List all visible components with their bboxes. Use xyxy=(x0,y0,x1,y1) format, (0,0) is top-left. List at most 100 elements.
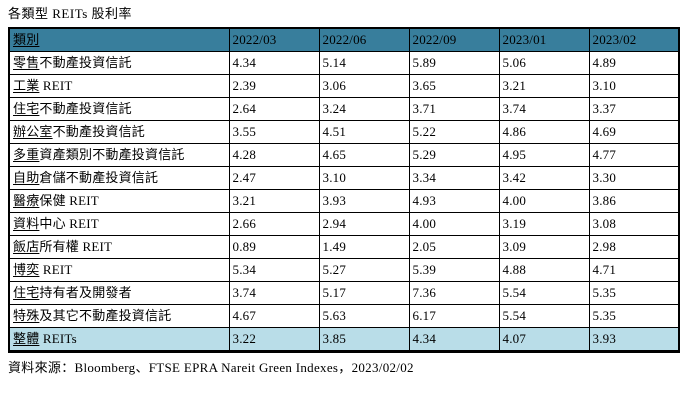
row-label-tail: 保健 REIT xyxy=(39,193,99,208)
row-value: 4.88 xyxy=(498,258,590,282)
row-value: 3.10 xyxy=(588,74,680,98)
total-row: 整體 REITs 3.22 3.85 4.34 4.07 3.93 xyxy=(8,327,680,352)
row-label: 飯店所有權 REIT xyxy=(8,235,230,259)
row-label: 整體 REITs xyxy=(8,327,230,352)
row-value: 4.34 xyxy=(408,327,500,352)
row-label-tail: 不動產投資信託 xyxy=(39,101,132,116)
row-label: 住宅持有者及開發者 xyxy=(8,281,230,305)
row-value: 2.39 xyxy=(228,74,320,98)
table-row: 工業 REIT 2.39 3.06 3.65 3.21 3.10 xyxy=(8,74,680,98)
header-cell-period: 2022/09 xyxy=(408,27,500,52)
header-cell-period: 2022/03 xyxy=(228,27,320,52)
row-label-head: 醫療 xyxy=(13,193,40,208)
row-value: 3.85 xyxy=(318,327,410,352)
row-value: 1.49 xyxy=(318,235,410,259)
row-value: 3.93 xyxy=(318,189,410,213)
row-value: 5.27 xyxy=(318,258,410,282)
row-value: 5.22 xyxy=(408,120,500,144)
row-value: 4.34 xyxy=(228,51,320,75)
header-cell-category: 類別 xyxy=(8,27,230,52)
row-label-head: 資料 xyxy=(13,216,40,231)
row-label-tail: 倉儲不動產投資信託 xyxy=(39,170,159,185)
table-row: 自助倉儲不動產投資信託 2.47 3.10 3.34 3.42 3.30 xyxy=(8,166,680,190)
row-value: 3.71 xyxy=(408,97,500,121)
row-value: 2.66 xyxy=(228,212,320,236)
row-label: 博奕 REIT xyxy=(8,258,230,282)
row-value: 5.54 xyxy=(498,304,590,328)
row-value: 3.74 xyxy=(498,97,590,121)
row-label-tail: 不動產投資信託 xyxy=(52,124,146,139)
row-value: 4.28 xyxy=(228,143,320,167)
row-value: 4.00 xyxy=(498,189,590,213)
row-value: 3.34 xyxy=(408,166,500,190)
row-value: 4.77 xyxy=(588,143,680,167)
row-value: 3.08 xyxy=(588,212,680,236)
row-label-tail: 中心 REIT xyxy=(39,216,99,231)
row-label-head: 特殊 xyxy=(13,308,40,323)
row-label-tail: 持有者及開發者 xyxy=(39,285,132,300)
row-value: 4.07 xyxy=(498,327,590,352)
row-label-tail: 不動產投資信託 xyxy=(39,55,132,70)
table-row: 飯店所有權 REIT 0.89 1.49 2.05 3.09 2.98 xyxy=(8,235,680,259)
row-value: 3.21 xyxy=(498,74,590,98)
row-value: 4.65 xyxy=(318,143,410,167)
row-value: 3.74 xyxy=(228,281,320,305)
row-value: 5.54 xyxy=(498,281,590,305)
row-value: 4.51 xyxy=(318,120,410,144)
row-value: 3.06 xyxy=(318,74,410,98)
row-label-tail: 資產類別不動產投資信託 xyxy=(39,147,185,162)
header-category-label: 類別 xyxy=(13,32,40,47)
row-value: 4.93 xyxy=(408,189,500,213)
row-label: 資料中心 REIT xyxy=(8,212,230,236)
header-cell-period: 2022/06 xyxy=(318,27,410,52)
row-label-head: 多重 xyxy=(13,147,40,162)
row-value: 3.65 xyxy=(408,74,500,98)
row-value: 5.63 xyxy=(318,304,410,328)
row-value: 3.24 xyxy=(318,97,410,121)
row-value: 5.29 xyxy=(408,143,500,167)
table-row: 醫療保健 REIT 3.21 3.93 4.93 4.00 3.86 xyxy=(8,189,680,213)
table-row: 資料中心 REIT 2.66 2.94 4.00 3.19 3.08 xyxy=(8,212,680,236)
row-value: 4.89 xyxy=(588,51,680,75)
row-label-tail: 及其它不動產投資信託 xyxy=(39,308,172,323)
row-value: 3.37 xyxy=(588,97,680,121)
row-value: 2.05 xyxy=(408,235,500,259)
row-value: 3.21 xyxy=(228,189,320,213)
row-label-head: 自助 xyxy=(13,170,40,185)
row-value: 3.10 xyxy=(318,166,410,190)
row-label-tail: REITs xyxy=(39,331,77,346)
row-value: 5.06 xyxy=(498,51,590,75)
row-label: 多重資產類別不動產投資信託 xyxy=(8,143,230,167)
row-value: 4.71 xyxy=(588,258,680,282)
row-value: 3.42 xyxy=(498,166,590,190)
table-row: 住宅不動產投資信託 2.64 3.24 3.71 3.74 3.37 xyxy=(8,97,680,121)
row-value: 5.35 xyxy=(588,281,680,305)
row-value: 2.47 xyxy=(228,166,320,190)
table-row: 辦公室不動產投資信託 3.55 4.51 5.22 4.86 4.69 xyxy=(8,120,680,144)
table-row: 多重資產類別不動產投資信託 4.28 4.65 5.29 4.95 4.77 xyxy=(8,143,680,167)
row-value: 3.09 xyxy=(498,235,590,259)
header-cell-period: 2023/02 xyxy=(588,27,680,52)
header-cell-period: 2023/01 xyxy=(498,27,590,52)
table-row: 住宅持有者及開發者 3.74 5.17 7.36 5.54 5.35 xyxy=(8,281,680,305)
row-label: 住宅不動產投資信託 xyxy=(8,97,230,121)
row-label-head: 整體 xyxy=(13,331,40,346)
row-label: 零售不動產投資信託 xyxy=(8,51,230,75)
row-value: 6.17 xyxy=(408,304,500,328)
row-value: 3.55 xyxy=(228,120,320,144)
table-row: 零售不動產投資信託 4.34 5.14 5.89 5.06 4.89 xyxy=(8,51,680,75)
row-label-head: 辦公室 xyxy=(13,124,53,139)
row-value: 5.39 xyxy=(408,258,500,282)
row-value: 3.22 xyxy=(228,327,320,352)
row-value: 5.89 xyxy=(408,51,500,75)
row-value: 2.94 xyxy=(318,212,410,236)
row-value: 3.86 xyxy=(588,189,680,213)
row-label-tail: 所有權 REIT xyxy=(39,239,113,254)
row-value: 3.30 xyxy=(588,166,680,190)
table-row: 特殊及其它不動產投資信託 4.67 5.63 6.17 5.54 5.35 xyxy=(8,304,680,328)
row-label-head: 住宅 xyxy=(13,285,40,300)
row-value: 5.17 xyxy=(318,281,410,305)
row-label: 工業 REIT xyxy=(8,74,230,98)
page-title: 各類型 REITs 股利率 xyxy=(8,6,133,21)
row-label-head: 零售 xyxy=(13,55,40,70)
